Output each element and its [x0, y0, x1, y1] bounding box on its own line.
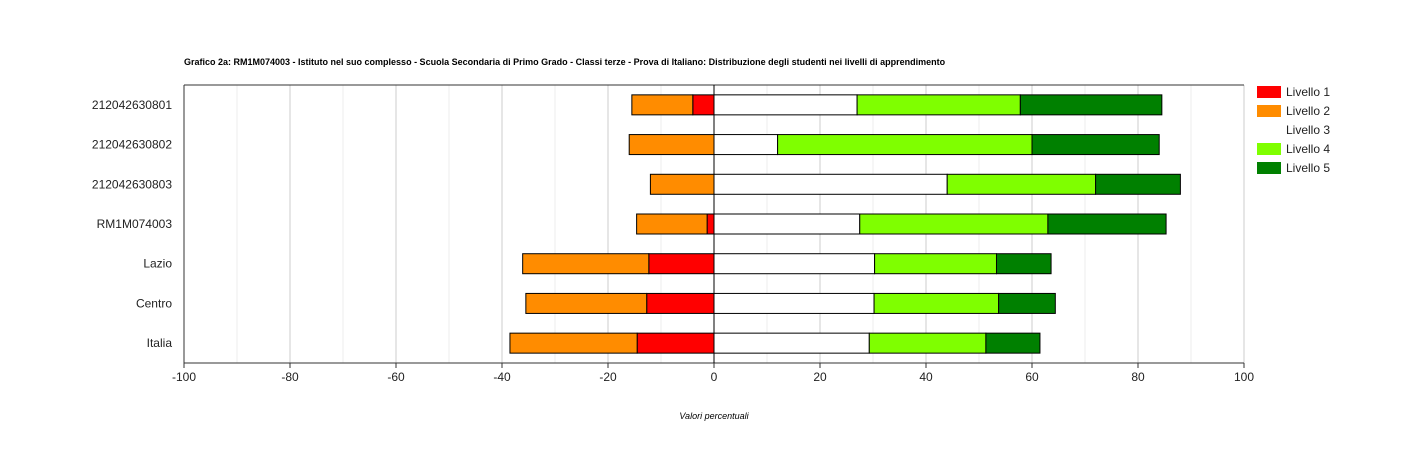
- bar-segment: [713, 292, 875, 314]
- bar-segment: [998, 292, 1056, 314]
- bar-segment: [628, 134, 715, 156]
- category-label: Lazio: [143, 257, 172, 271]
- category-label: 212042630801: [92, 98, 172, 112]
- x-tick-label: -100: [172, 370, 196, 384]
- bar-segment: [1095, 173, 1181, 195]
- legend-label: Livello 5: [1286, 161, 1330, 175]
- bar-segment: [649, 173, 715, 195]
- x-tick-label: 0: [711, 370, 718, 384]
- x-tick-label: -80: [281, 370, 299, 384]
- bar-segment: [646, 292, 715, 314]
- bar-segment: [648, 253, 715, 275]
- chart-title: Grafico 2a: RM1M074003 - Istituto nel su…: [184, 57, 946, 67]
- bar-segment: [525, 292, 648, 314]
- bar-segment: [509, 332, 638, 354]
- bar-segment: [692, 94, 715, 116]
- x-tick-label: -60: [387, 370, 405, 384]
- bar-segment: [713, 134, 779, 156]
- x-tick-label: 60: [1025, 370, 1039, 384]
- bars: [509, 94, 1181, 354]
- bar-segment: [713, 94, 858, 116]
- legend-swatch: [1257, 143, 1281, 155]
- bar-segment: [636, 213, 708, 235]
- bar-segment: [946, 173, 1097, 195]
- legend-swatch: [1257, 162, 1281, 174]
- bar-segment: [873, 292, 1000, 314]
- bar-segment: [868, 332, 987, 354]
- bar-segment: [985, 332, 1041, 354]
- legend-label: Livello 3: [1286, 123, 1330, 137]
- bar-segment: [713, 332, 870, 354]
- bar-segment: [859, 213, 1049, 235]
- category-label: RM1M074003: [97, 217, 173, 231]
- legend-label: Livello 1: [1286, 85, 1330, 99]
- bar-segment: [777, 134, 1033, 156]
- x-tick-label: 20: [813, 370, 827, 384]
- legend: Livello 1 Livello 2 Livello 3 Livello 4 Live…: [1257, 85, 1330, 175]
- category-label: 212042630803: [92, 177, 172, 191]
- legend-swatch: [1257, 105, 1281, 117]
- bar-segment: [995, 253, 1052, 275]
- category-label: Centro: [136, 296, 172, 310]
- bar-segment: [1031, 134, 1160, 156]
- x-tick-label: -40: [493, 370, 511, 384]
- bar-segment: [713, 213, 861, 235]
- bar-segment: [522, 253, 650, 275]
- x-axis-label: Valori percentuali: [679, 411, 749, 421]
- axes: [183, 84, 1244, 364]
- bar-segment: [856, 94, 1021, 116]
- bar-segment: [706, 213, 715, 235]
- legend-label: Livello 2: [1286, 104, 1330, 118]
- legend-label: Livello 4: [1286, 142, 1330, 156]
- bar-segment: [713, 253, 876, 275]
- bar-segment: [713, 173, 948, 195]
- bar-segment: [1019, 94, 1163, 116]
- bar-segment: [1047, 213, 1167, 235]
- bar-segment: [631, 94, 694, 116]
- bar-segment: [636, 332, 715, 354]
- category-label: Italia: [147, 336, 173, 350]
- x-tick-labels: -100 -80 -60 -40 -20 0 20 40 60 80 100: [172, 363, 1254, 384]
- category-labels: 212042630801 212042630802 212042630803 RM1M…: [92, 98, 172, 350]
- x-tick-label: 80: [1131, 370, 1145, 384]
- category-label: 212042630802: [92, 138, 172, 152]
- x-tick-label: 40: [919, 370, 933, 384]
- x-tick-label: -20: [599, 370, 617, 384]
- bar-segment: [874, 253, 997, 275]
- x-tick-label: 100: [1234, 370, 1254, 384]
- legend-swatch: [1257, 86, 1281, 98]
- legend-swatch: [1257, 124, 1281, 136]
